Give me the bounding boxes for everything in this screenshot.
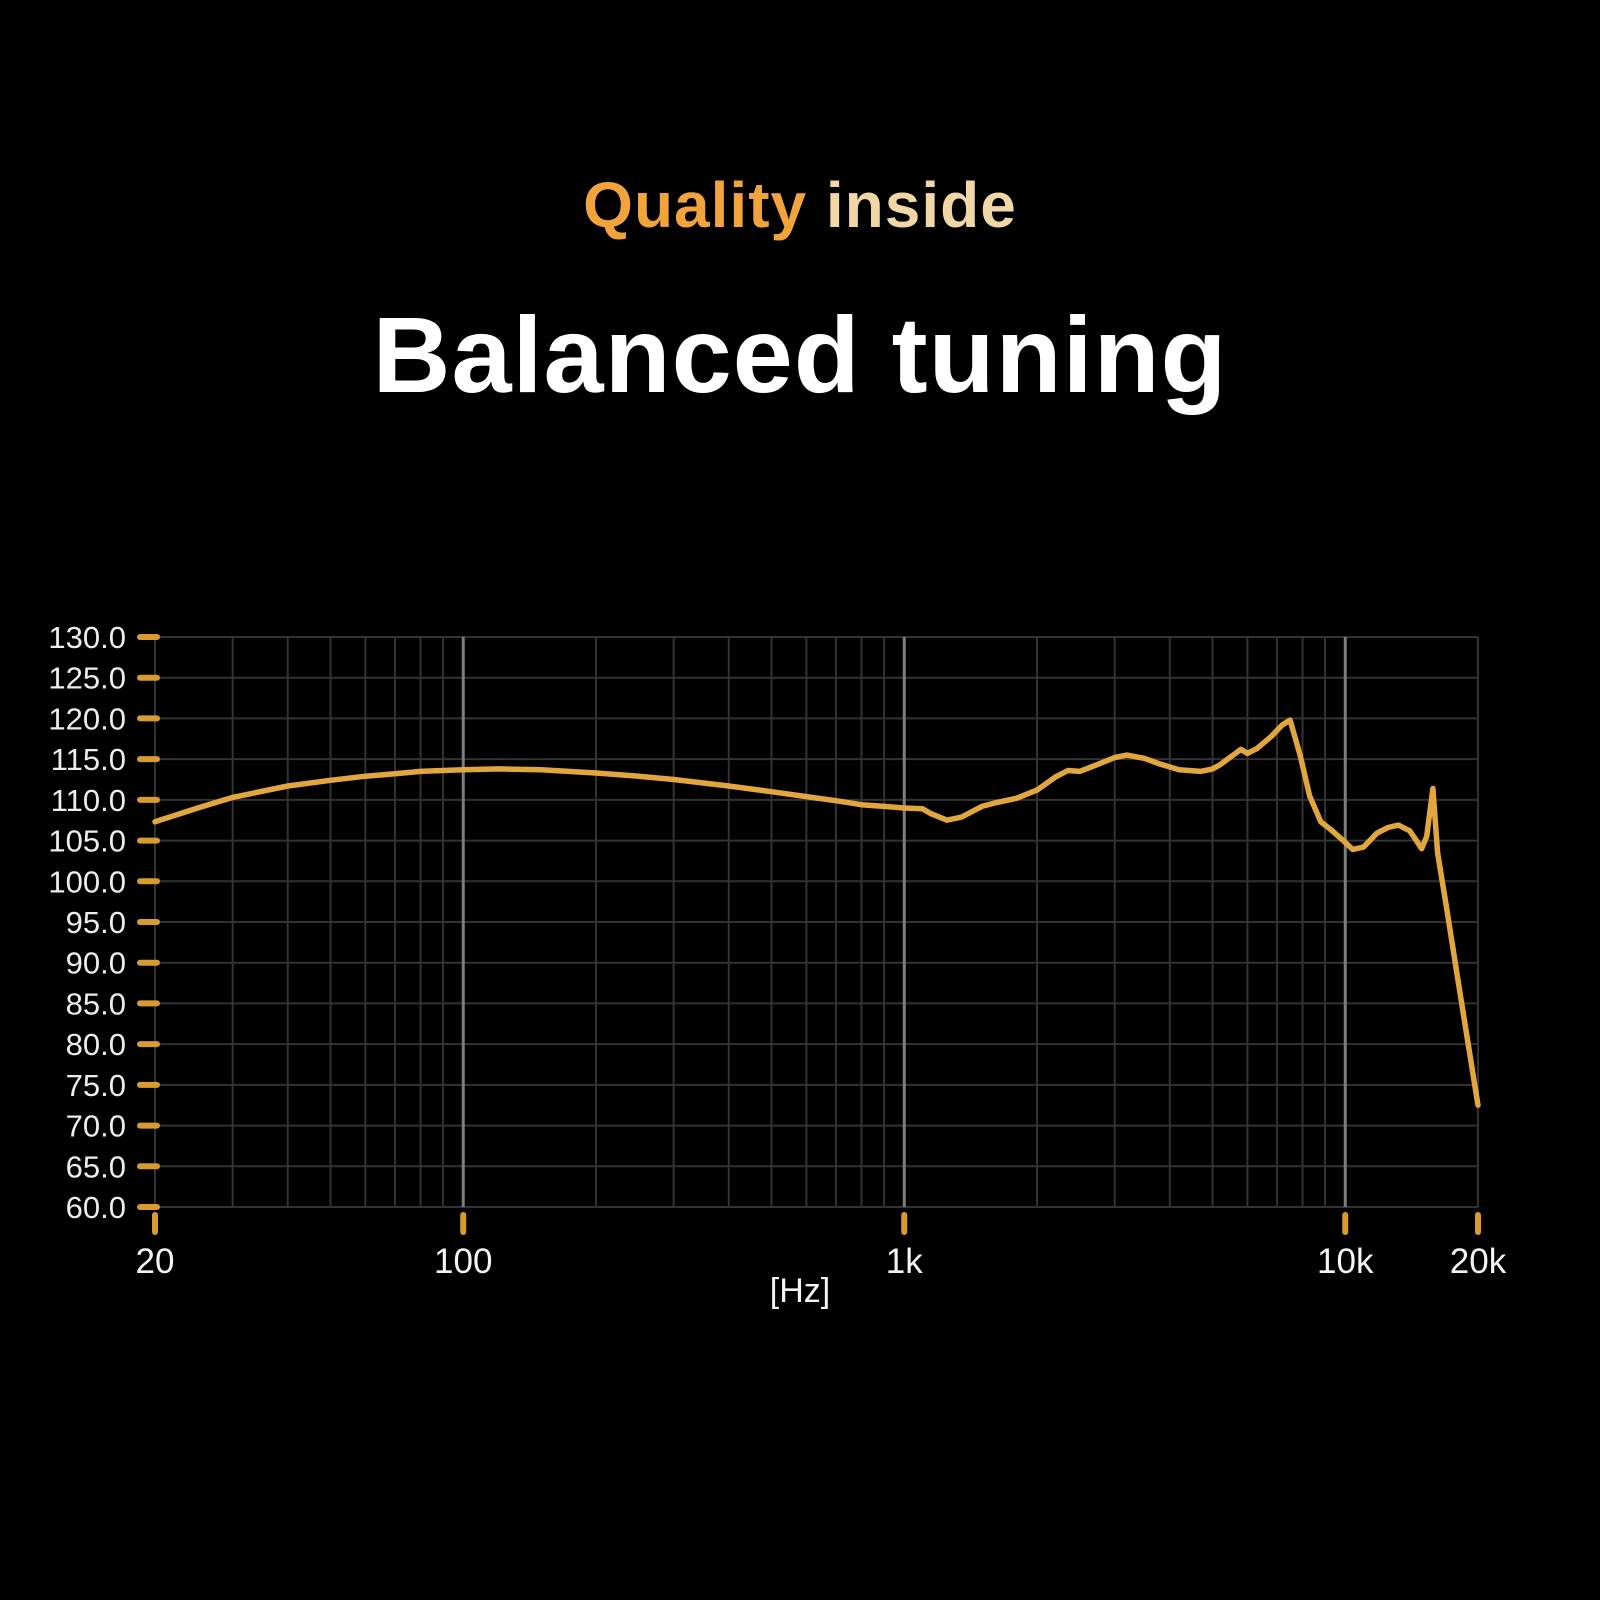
- x-tick-label: 20: [136, 1242, 175, 1281]
- x-tick-label: 1k: [886, 1242, 923, 1281]
- x-tick-label: 100: [434, 1242, 492, 1281]
- grid-major: [461, 637, 1347, 1207]
- y-tick-label: 125.0: [48, 661, 126, 696]
- y-tick-label: 100.0: [48, 864, 126, 899]
- y-tick-label: 80.0: [66, 1027, 126, 1062]
- title-accent-light-word: inside: [825, 169, 1017, 241]
- frequency-response-line: [152, 717, 1481, 1108]
- x-tick-label: 10k: [1317, 1242, 1374, 1281]
- axis-ticks: [137, 634, 1481, 1235]
- page-title: Quality inside: [0, 168, 1600, 242]
- y-tick-label: 75.0: [66, 1068, 126, 1103]
- grid-minor: [154, 636, 1479, 1208]
- y-tick-label: 65.0: [66, 1149, 126, 1184]
- x-axis-unit-label: [Hz]: [769, 1272, 831, 1310]
- y-tick-label: 70.0: [66, 1109, 126, 1144]
- y-tick-label: 110.0: [51, 783, 126, 818]
- page-subtitle: Balanced tuning: [372, 294, 1228, 415]
- x-tick-label: 20k: [1450, 1242, 1507, 1281]
- y-tick-label: 60.0: [66, 1190, 126, 1225]
- y-tick-label: 90.0: [66, 946, 126, 981]
- y-tick-label: 120.0: [48, 701, 126, 736]
- y-tick-label: 115.0: [51, 742, 126, 777]
- y-tick-label: 105.0: [48, 824, 126, 859]
- y-tick-label: 130.0: [48, 620, 126, 655]
- y-tick-label: 85.0: [66, 986, 126, 1021]
- axis-labels: 130.0 125.0 120.0 115.0 110.0 105.0 100.0 95.0 9…: [48, 620, 1506, 1281]
- title-accent-word: Quality: [583, 169, 808, 241]
- y-tick-label: 95.0: [66, 905, 126, 940]
- response-curve: [152, 717, 1481, 1108]
